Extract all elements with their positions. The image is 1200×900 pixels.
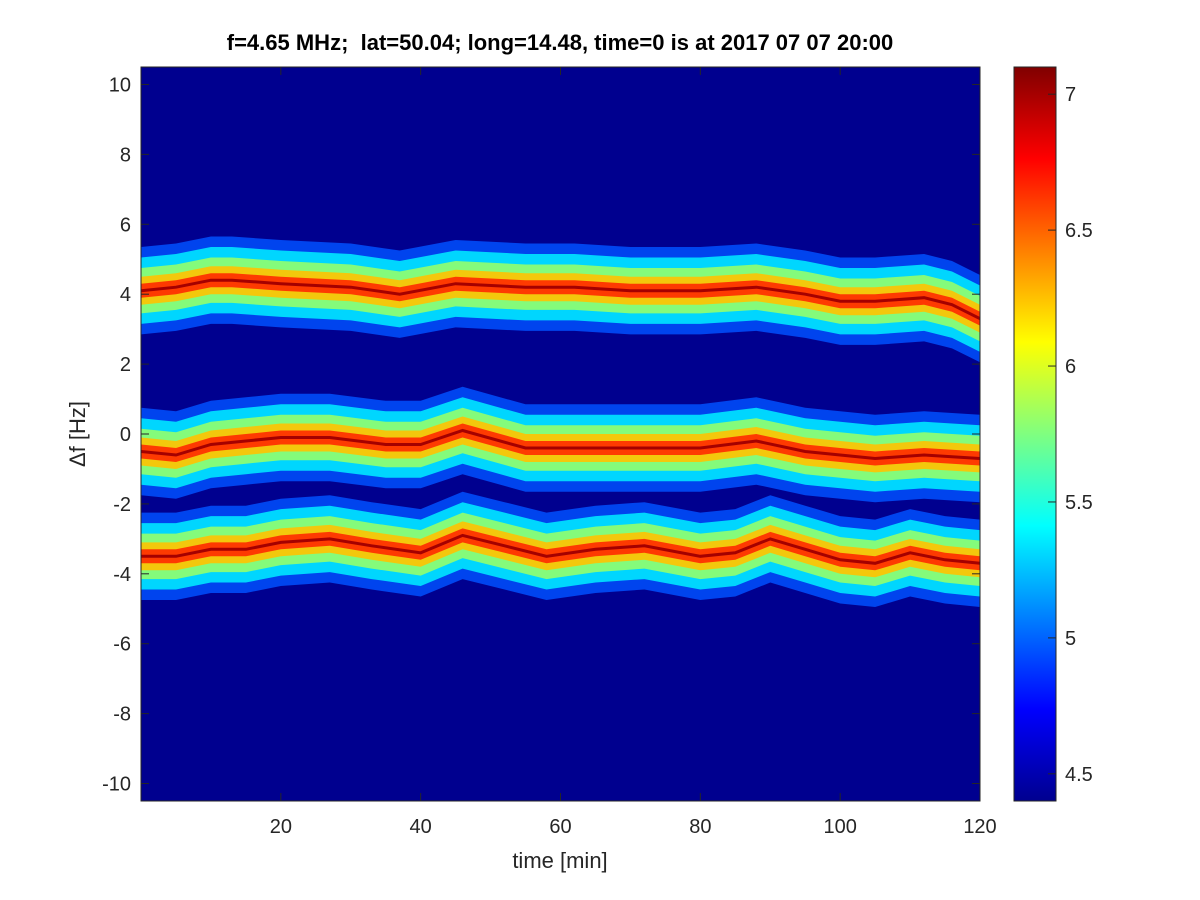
- y-tick-label: -6: [113, 634, 131, 656]
- x-tick-label: 100: [823, 816, 856, 838]
- y-tick-label: -4: [113, 564, 131, 586]
- y-tick-label: 8: [120, 144, 131, 166]
- x-axis-label: time [min]: [512, 848, 607, 873]
- y-tick-label: -8: [113, 704, 131, 726]
- y-tick-label: 0: [120, 424, 131, 446]
- y-axis: 10 8 6 4 2 0 -2 -4 -6 -8 -10: [102, 74, 980, 796]
- x-tick-label: 80: [689, 816, 711, 838]
- x-tick-label: 120: [963, 816, 996, 838]
- signal-bands: [141, 236, 980, 607]
- colorbar-axis: 7 6.5 6 5.5 5 4.5: [1048, 84, 1093, 786]
- band-0-peak-line: [141, 278, 980, 321]
- colorbar-tick-label: 7: [1065, 84, 1076, 106]
- colorbar-tick-label: 5.5: [1065, 492, 1093, 514]
- colorbar-tick-label: 6: [1065, 356, 1076, 378]
- x-tick-label: 60: [549, 816, 571, 838]
- y-tick-label: 4: [120, 284, 131, 306]
- colorbar-tick-label: 4.5: [1065, 764, 1093, 786]
- y-tick-label: 10: [109, 74, 131, 96]
- band-2-peak-line: [141, 533, 980, 565]
- band-1-peak-line: [141, 428, 980, 461]
- x-tick-label: 20: [270, 816, 292, 838]
- band-1-level-4: [141, 423, 980, 466]
- x-axis: 20 40 60 80 100 120: [270, 67, 997, 838]
- y-tick-label: 6: [120, 214, 131, 236]
- colorbar-tick-label: 5: [1065, 628, 1076, 650]
- y-tick-label: -10: [102, 774, 131, 796]
- chart-title: f=4.65 MHz; lat=50.04; long=14.48, time=…: [227, 30, 894, 55]
- y-tick-label: -2: [113, 494, 131, 516]
- colorbar: [1013, 66, 1057, 802]
- colorbar-tick-label: 6.5: [1065, 220, 1093, 242]
- x-tick-label: 40: [410, 816, 432, 838]
- y-axis-label: Δf [Hz]: [65, 401, 90, 467]
- y-tick-label: 2: [120, 354, 131, 376]
